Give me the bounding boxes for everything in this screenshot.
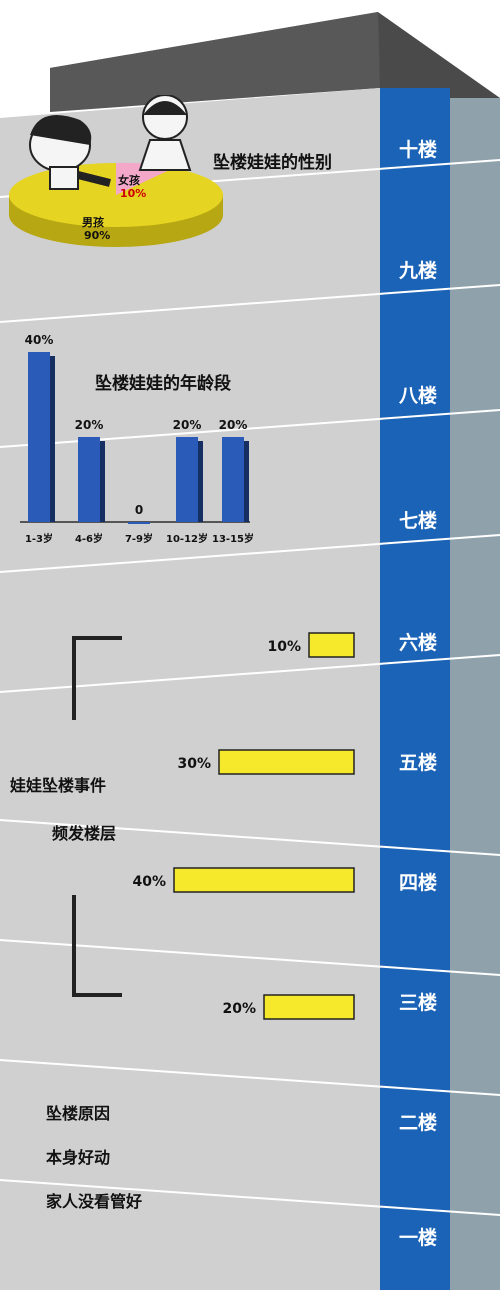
age-chart-title: 坠楼娃娃的年龄段 [95,374,231,394]
age-bar-value-label: 40% [25,333,54,347]
floor-label: 十楼 [398,138,437,161]
cause-item: 家人没看管好 [46,1192,143,1211]
floor-label: 二楼 [398,1112,437,1134]
floor-divider [0,1059,500,1096]
floor-label: 七楼 [398,509,437,532]
floor-chart-title: 娃娃坠楼事件 [10,776,107,795]
floor-label: 五楼 [398,752,437,774]
girl-label: 女孩 [118,174,140,187]
building-wall [0,88,380,1290]
age-category-label: 7-9岁 [125,532,153,545]
floor-frequency-value-label: 30% [177,756,211,772]
age-category-label: 1-3岁 [25,532,53,545]
age-bar [28,352,50,522]
age-bar-value-label: 20% [219,418,248,432]
floor-frequency-bar [263,994,355,1020]
boy-label: 男孩 [82,216,104,229]
cause-title: 坠楼原因 [46,1104,111,1123]
age-category-label: 4-6岁 [75,532,103,545]
age-bar [128,522,150,524]
age-bar-side [198,441,203,522]
floor-divider [0,284,500,323]
girl-character-icon [138,95,192,171]
floor-divider [0,819,500,856]
age-bar-value-label: 0 [135,503,143,517]
age-bar [78,437,100,522]
age-bar-value-label: 20% [173,418,202,432]
floor-label: 四楼 [398,872,437,894]
age-category-label: 13-15岁 [212,532,254,545]
age-bar [176,437,198,522]
floor-frequency-bar [173,867,355,893]
age-bar-side [50,356,55,522]
floor-dividers [0,159,500,1216]
boy-value: 90% [84,229,111,242]
floor-frequency-value-label: 10% [267,639,301,655]
age-bar-value-label: 20% [75,418,104,432]
age-category-label: 10-12岁 [166,532,208,545]
floor-divider [0,1179,500,1216]
boy-character-icon [29,115,111,190]
floor-divider [0,939,500,976]
floor-chart-subtitle: 频发楼层 [52,824,117,843]
side-column [450,98,500,1290]
floor-frequency-value-label: 40% [132,874,166,890]
floor-label: 九楼 [398,259,437,282]
floor-bracket [72,636,122,997]
floor-frequency-chart: 10% 30% 40% 20% [132,632,355,1020]
age-bar-side [100,441,105,522]
floor-frequency-bar [218,749,355,775]
age-bar-side [244,441,249,522]
floor-frequency-bar [308,632,355,658]
floor-divider [0,534,500,573]
floor-label: 六楼 [398,632,437,654]
age-bar-chart: 40% 1-3岁 20% 4-6岁 0 7-9岁 20% 10-12岁 20% 13-15岁 [20,333,254,545]
floor-label: 一楼 [398,1227,437,1249]
floor-frequency-value-label: 20% [222,1001,256,1017]
gender-chart-title: 坠楼娃娃的性别 [213,153,332,173]
cause-item: 本身好动 [46,1148,111,1167]
roof-top [50,12,380,112]
floor-label: 八楼 [398,384,437,407]
girl-value: 10% [120,187,147,200]
floor-divider [0,654,500,693]
floor-label: 三楼 [398,992,437,1014]
age-bar [222,437,244,522]
gender-pie-chart [9,95,223,247]
